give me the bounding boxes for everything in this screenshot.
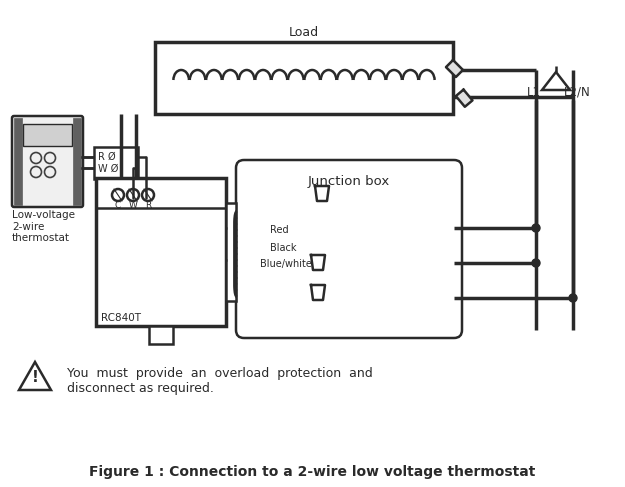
Text: !: ! <box>31 371 39 386</box>
Bar <box>14 118 22 205</box>
Text: R Ø: R Ø <box>98 152 116 162</box>
Bar <box>149 326 173 344</box>
Polygon shape <box>456 90 472 107</box>
Text: W: W <box>129 202 138 210</box>
Text: Figure 1 : Connection to a 2-wire low voltage thermostat: Figure 1 : Connection to a 2-wire low vo… <box>89 465 535 479</box>
Text: Junction box: Junction box <box>308 175 390 188</box>
Polygon shape <box>311 285 325 300</box>
Text: L1: L1 <box>527 86 541 98</box>
FancyBboxPatch shape <box>236 160 462 338</box>
Text: Low-voltage
2-wire
thermostat: Low-voltage 2-wire thermostat <box>12 210 75 243</box>
Text: Load: Load <box>289 25 319 38</box>
Polygon shape <box>315 186 329 201</box>
Text: disconnect as required.: disconnect as required. <box>67 382 214 395</box>
Circle shape <box>532 259 540 267</box>
Bar <box>23 124 72 146</box>
FancyBboxPatch shape <box>12 116 83 207</box>
Bar <box>155 42 453 114</box>
Circle shape <box>532 224 540 232</box>
Bar <box>73 118 81 205</box>
Text: Red: Red <box>270 225 289 235</box>
Polygon shape <box>311 255 325 270</box>
Text: L2/N: L2/N <box>564 86 591 98</box>
Bar <box>94 147 138 179</box>
Text: C: C <box>115 202 121 210</box>
Text: RC840T: RC840T <box>101 313 141 323</box>
Text: R: R <box>145 202 151 210</box>
Polygon shape <box>446 60 463 77</box>
Bar <box>226 203 236 301</box>
Text: W Ø: W Ø <box>98 164 118 174</box>
Text: Blue/white: Blue/white <box>260 259 312 269</box>
Bar <box>96 178 226 326</box>
Text: Black: Black <box>270 243 296 253</box>
Text: You  must  provide  an  overload  protection  and: You must provide an overload protection … <box>67 367 372 380</box>
Circle shape <box>569 294 577 302</box>
